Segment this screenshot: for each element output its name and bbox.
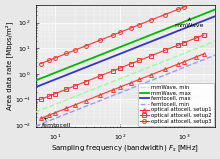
optical attocell, setup2 (138, 59, 140, 61)
optical attocell, setup2 (73, 85, 76, 87)
optical attocell, setup1 (183, 61, 186, 63)
optical attocell, setup1 (65, 107, 68, 109)
optical attocell, setup1 (39, 118, 42, 119)
optical attocell, setup1 (118, 86, 121, 88)
optical attocell, setup1 (194, 56, 197, 58)
optical attocell, setup1 (73, 104, 76, 106)
optical attocell, setup3 (118, 31, 121, 33)
optical attocell, setup2 (177, 44, 179, 46)
optical attocell, setup1 (130, 82, 132, 84)
optical attocell, setup2 (39, 98, 42, 100)
optical attocell, setup3 (54, 57, 56, 59)
optical attocell, setup3 (112, 34, 115, 36)
optical attocell, setup2 (112, 70, 115, 72)
optical attocell, setup3 (138, 24, 140, 26)
optical attocell, setup3 (130, 27, 132, 29)
optical attocell, setup2 (84, 81, 87, 83)
optical attocell, setup3 (183, 6, 186, 8)
optical attocell, setup1 (149, 74, 152, 76)
optical attocell, setup3 (163, 14, 166, 16)
optical attocell, setup3 (65, 52, 68, 54)
optical attocell, setup2 (48, 95, 50, 97)
Text: mmWave: mmWave (174, 18, 204, 28)
optical attocell, setup3 (177, 8, 179, 10)
Text: femtocell: femtocell (42, 118, 71, 128)
optical attocell, setup1 (202, 53, 205, 55)
optical attocell, setup3 (73, 49, 76, 51)
optical attocell, setup1 (138, 79, 140, 80)
Legend: mmWave, min, mmWave, max, femtocell, max, femtocell, min, optical attocell, setu: mmWave, min, mmWave, max, femtocell, max… (138, 83, 214, 126)
optical attocell, setup3 (39, 63, 42, 65)
optical attocell, setup2 (202, 34, 205, 36)
optical attocell, setup2 (65, 88, 68, 90)
optical attocell, setup2 (118, 67, 121, 69)
optical attocell, setup2 (130, 63, 132, 65)
optical attocell, setup1 (163, 68, 166, 70)
optical attocell, setup3 (194, 1, 197, 3)
X-axis label: Sampling frequency (bandwidth) $F_s$ [MHz]: Sampling frequency (bandwidth) $F_s$ [MH… (51, 144, 199, 154)
optical attocell, setup3 (48, 59, 50, 61)
optical attocell, setup1 (99, 94, 102, 96)
optical attocell, setup2 (163, 49, 166, 51)
optical attocell, setup1 (112, 89, 115, 91)
optical attocell, setup1 (48, 114, 50, 116)
optical attocell, setup2 (183, 42, 186, 44)
optical attocell, setup3 (149, 19, 152, 21)
optical attocell, setup2 (194, 37, 197, 39)
optical attocell, setup1 (177, 63, 179, 65)
Line: optical attocell, setup3: optical attocell, setup3 (39, 0, 206, 66)
optical attocell, setup3 (84, 45, 87, 47)
optical attocell, setup1 (84, 100, 87, 101)
Line: optical attocell, setup1: optical attocell, setup1 (39, 52, 206, 120)
optical attocell, setup3 (99, 39, 102, 41)
optical attocell, setup2 (99, 75, 102, 77)
optical attocell, setup2 (54, 93, 56, 95)
Line: optical attocell, setup2: optical attocell, setup2 (39, 33, 206, 101)
Y-axis label: Area data rate [Mbps/m²]: Area data rate [Mbps/m²] (5, 22, 13, 110)
optical attocell, setup2 (149, 55, 152, 57)
optical attocell, setup1 (54, 112, 56, 114)
